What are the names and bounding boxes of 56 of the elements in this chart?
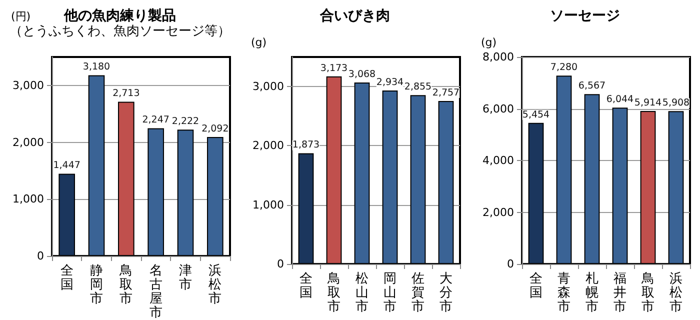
- y-tick-label: 6,000: [482, 102, 514, 116]
- x-tick-label: 浜松市: [208, 264, 222, 306]
- y-tick-label: 0: [507, 258, 514, 270]
- y-axis-title: (g): [481, 36, 497, 49]
- y-tick-label: 8,000: [482, 50, 514, 64]
- chart-subtitle: （とうふちくわ、魚肉ソーセージ等）: [10, 24, 230, 39]
- x-tick-label: 全国: [60, 264, 74, 292]
- x-tick-label: 大分市: [440, 272, 452, 314]
- y-tick-label: 2,000: [12, 136, 44, 149]
- y-axis-title: (g): [251, 36, 267, 49]
- data-label: 6,567: [578, 80, 606, 92]
- data-label: 3,180: [82, 62, 110, 73]
- x-tick-label: 全国: [300, 272, 312, 300]
- data-label: 2,713: [112, 88, 140, 100]
- data-label: 2,092: [202, 124, 229, 135]
- y-tick-label: 1,000: [12, 192, 44, 206]
- y-tick-label: 3,000: [12, 78, 44, 92]
- x-tick-label: 名古屋市: [149, 264, 162, 320]
- data-label: 2,855: [404, 82, 432, 93]
- x-tick-label: 鳥取市: [640, 272, 654, 314]
- x-tick-label: 佐賀市: [412, 272, 424, 314]
- chart-title: 他の魚肉練り製品: [63, 8, 176, 24]
- y-tick-label: 2,000: [482, 206, 514, 219]
- data-label: 5,454: [522, 109, 550, 120]
- data-label: 1,447: [53, 160, 80, 172]
- x-tick-label: 岡山市: [384, 272, 396, 314]
- data-label: 2,222: [172, 116, 200, 128]
- x-tick-label: 福井市: [614, 272, 626, 314]
- data-label: 6,044: [606, 94, 634, 106]
- data-label: 3,173: [320, 62, 348, 74]
- y-tick-label: 2,000: [252, 139, 284, 152]
- y-tick-label: 3,000: [252, 80, 284, 94]
- data-label: 2,934: [376, 76, 404, 88]
- x-tick-label: 札幌市: [586, 272, 598, 314]
- x-tick-label: 鳥取市: [118, 264, 133, 306]
- x-tick-label: 青森市: [558, 272, 570, 314]
- y-tick-label: 1,000: [252, 198, 284, 212]
- x-tick-label: 静岡市: [90, 264, 103, 306]
- data-label: 2,757: [432, 87, 460, 98]
- data-label: 1,873: [292, 140, 320, 151]
- chart-title: 合いびき肉: [319, 8, 390, 24]
- x-tick-label: 松山市: [356, 272, 368, 314]
- y-axis-title: (円): [11, 10, 31, 23]
- y-tick-label: 0: [37, 250, 44, 262]
- data-label: 5,908: [662, 98, 690, 109]
- data-label: 7,280: [550, 62, 578, 74]
- data-label: 2,247: [142, 114, 170, 126]
- chart-title: ソーセージ: [550, 8, 620, 24]
- x-tick-label: 鳥取市: [326, 272, 340, 314]
- data-label: 3,068: [348, 69, 376, 80]
- data-label: 5,914: [634, 97, 662, 108]
- y-tick-label: 4,000: [482, 154, 514, 167]
- x-tick-label: 浜松市: [670, 272, 682, 314]
- x-tick-label: 津市: [179, 264, 192, 292]
- y-tick-label: 0: [277, 258, 284, 270]
- x-tick-label: 全国: [530, 272, 542, 300]
